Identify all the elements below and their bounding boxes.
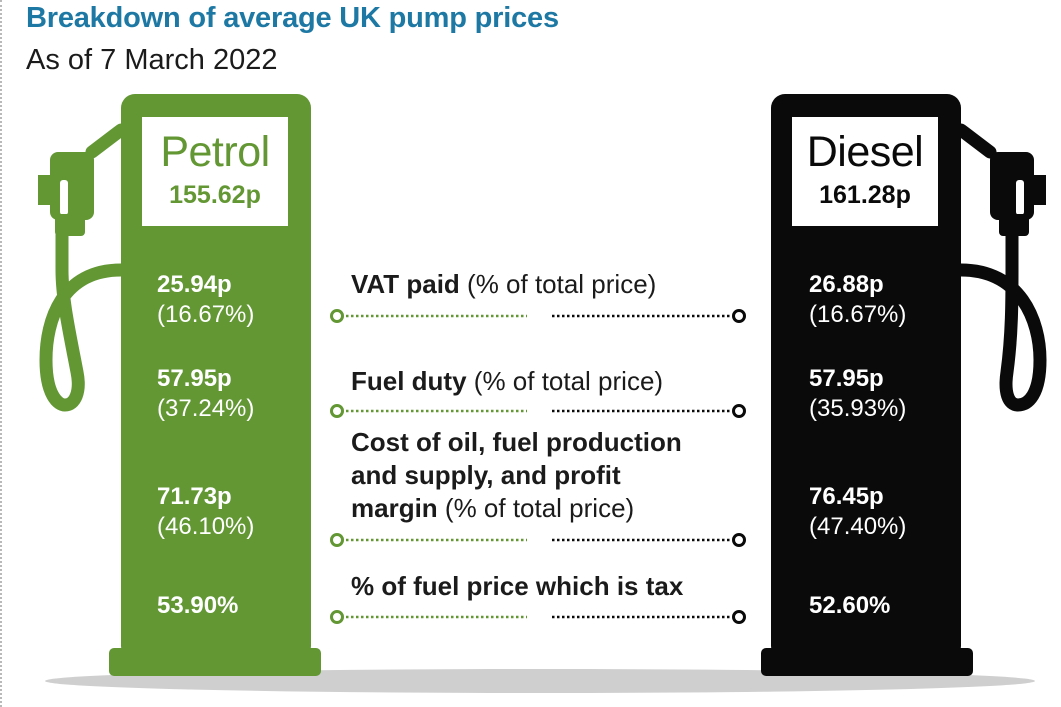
diesel-vat-value: 26.88p (16.67%) [809, 270, 906, 330]
diesel-label: Diesel 161.28p [792, 117, 938, 226]
category-cost-line3: margin [351, 493, 438, 523]
diesel-pump-base [761, 648, 973, 676]
petrol-duty-percent: (37.24%) [157, 395, 255, 422]
page-edge-dotted-line [0, 0, 2, 707]
category-duty-note: (% of total price) [466, 366, 664, 396]
category-cost-line1: Cost of oil, fuel production [351, 427, 682, 457]
diesel-tax-share: 52.60% [809, 591, 890, 621]
connector-cost [330, 533, 746, 547]
petrol-pump-body [121, 94, 311, 660]
diesel-label-panel [792, 117, 938, 226]
diesel-cost-value: 76.45p (47.40%) [809, 482, 906, 542]
petrol-tax-share: 53.90% [157, 591, 238, 621]
diesel-hose [954, 228, 1047, 412]
diesel-cost-pence: 76.45p [809, 483, 884, 510]
category-vat-bold: VAT paid [351, 269, 460, 299]
diesel-nozzle-icon [954, 123, 1046, 236]
diesel-duty-value: 57.95p (35.93%) [809, 364, 906, 424]
diesel-vat-percent: (16.67%) [809, 301, 907, 328]
category-cost-note: (% of total price) [437, 493, 635, 523]
petrol-duty-value: 57.95p (37.24%) [157, 364, 254, 424]
petrol-label-panel [142, 117, 288, 226]
category-duty: Fuel duty (% of total price) [351, 365, 663, 398]
category-duty-bold: Fuel duty [351, 366, 467, 396]
page-subtitle: As of 7 March 2022 [26, 44, 278, 76]
petrol-cost-percent: (46.10%) [157, 513, 255, 540]
petrol-cost-pence: 71.73p [157, 483, 232, 510]
category-cost: Cost of oil, fuel production and supply,… [351, 426, 682, 525]
connector-vat [330, 309, 746, 323]
diesel-cost-percent: (47.40%) [809, 513, 907, 540]
connector-duty [330, 404, 746, 418]
petrol-pump-base [109, 648, 321, 676]
diesel-duty-pence: 57.95p [809, 365, 884, 392]
petrol-vat-value: 25.94p (16.67%) [157, 270, 254, 330]
diesel-pump-body [771, 94, 961, 660]
category-vat-note: (% of total price) [459, 269, 657, 299]
diesel-duty-percent: (35.93%) [809, 395, 907, 422]
diesel-tax-share-value: 52.60% [809, 592, 891, 619]
petrol-label: Petrol 155.62p [142, 117, 288, 226]
petrol-vat-pence: 25.94p [157, 271, 232, 298]
diesel-name: Diesel [806, 128, 924, 176]
petrol-name: Petrol [160, 128, 270, 176]
petrol-tax-share-value: 53.90% [157, 592, 239, 619]
petrol-pump [38, 94, 321, 676]
diesel-vat-pence: 26.88p [809, 271, 884, 298]
petrol-price: 155.62p [169, 181, 261, 209]
connector-tax [330, 610, 746, 624]
category-cost-line2: and supply, and profit [351, 460, 621, 490]
page-title: Breakdown of average UK pump prices [26, 2, 559, 34]
category-tax: % of fuel price which is tax [351, 570, 683, 603]
diesel-price: 161.28p [819, 181, 911, 209]
petrol-vat-percent: (16.67%) [157, 301, 255, 328]
petrol-nozzle-icon [38, 123, 128, 236]
petrol-cost-value: 71.73p (46.10%) [157, 482, 254, 542]
category-tax-bold: % of fuel price which is tax [351, 571, 684, 601]
category-vat: VAT paid (% of total price) [351, 268, 656, 301]
petrol-hose [39, 228, 128, 412]
diesel-pump [761, 94, 1047, 676]
petrol-duty-pence: 57.95p [157, 365, 232, 392]
